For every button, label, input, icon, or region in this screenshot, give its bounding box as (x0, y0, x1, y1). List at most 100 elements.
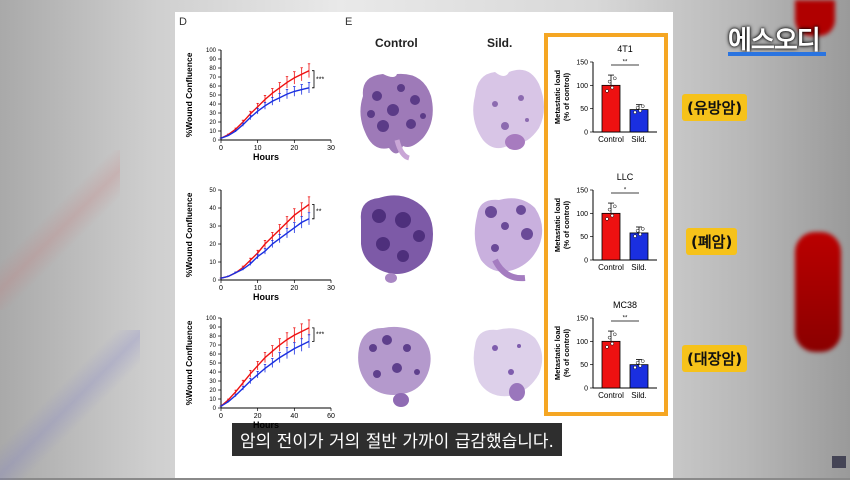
y-tick-label: 40 (209, 370, 216, 376)
y-tick-label: 0 (213, 278, 217, 284)
significance-bracket (312, 70, 315, 89)
y-tick-label: 0 (213, 406, 217, 412)
x-tick-label: 40 (290, 413, 298, 420)
x-tick-label: 10 (254, 145, 262, 152)
x-tick-label: 30 (327, 145, 335, 152)
chart-title: LLC (617, 172, 634, 182)
significance-label: ** (316, 209, 322, 216)
data-point (610, 341, 614, 346)
y-tick-label: 20 (209, 120, 216, 126)
x-axis-label: Hours (253, 292, 279, 302)
background-blur-left-top (0, 150, 120, 310)
column-header-sild: Sild. (487, 36, 513, 50)
data-point (638, 232, 642, 237)
y-tick-label: 10 (209, 397, 216, 403)
data-point (613, 204, 617, 209)
y-tick-label: 10 (209, 260, 216, 266)
background-red-shape-top (795, 0, 835, 36)
video-subtitle: 암의 전이가 거의 절반 가까이 급감했습니다. (232, 423, 562, 456)
label-colon-cancer: (대장암) (682, 345, 748, 372)
x-tick-label: 20 (290, 145, 298, 152)
y-tick-label: 20 (209, 242, 216, 248)
category-label: Control (598, 135, 624, 144)
data-point (638, 108, 642, 113)
bar (629, 109, 649, 133)
category-label: Sild. (631, 391, 647, 400)
y-tick-label: 30 (209, 111, 216, 117)
significance-bracket (312, 327, 315, 342)
data-point (633, 234, 637, 238)
background-blur-left-bottom (0, 330, 140, 480)
significance-label: *** (316, 332, 324, 339)
bar (601, 212, 621, 261)
y-tick-label: 50 (580, 234, 588, 241)
data-point (607, 335, 612, 340)
data-point (607, 207, 612, 212)
lung-section-sild-3 (473, 328, 543, 401)
x-axis-label: Hours (253, 152, 279, 162)
y-tick-label: 0 (213, 138, 217, 144)
y-tick-label: 50 (580, 362, 588, 369)
y-tick-label: 30 (209, 379, 216, 385)
lung-section-sild-1 (473, 69, 544, 150)
channel-logo: 에스오디 (728, 26, 821, 56)
y-tick-label: 150 (576, 188, 588, 195)
data-point (641, 104, 645, 108)
category-label: Control (598, 263, 624, 272)
y-tick-label: 10 (209, 129, 216, 135)
data-point (613, 76, 617, 81)
x-tick-label: 10 (254, 285, 262, 292)
lung-section-control-3 (358, 326, 431, 407)
y-tick-label: 100 (576, 211, 588, 218)
y-tick-label: 100 (206, 48, 217, 54)
y-axis-label: %Wound Confluence (184, 320, 194, 405)
significance-bracket (312, 204, 315, 220)
y-axis-label: Metastatic load (553, 69, 562, 124)
significance-label: *** (316, 76, 324, 83)
column-header-control: Control (375, 36, 418, 50)
data-point (633, 110, 637, 115)
data-point (605, 345, 609, 349)
channel-logo-underline (728, 52, 826, 56)
category-label: Control (598, 391, 624, 400)
panel-letter-d: D (179, 16, 187, 28)
label-breast-cancer: (유방암) (682, 94, 748, 121)
x-tick-label: 0 (219, 145, 223, 152)
corner-watermark-icon (832, 456, 846, 468)
y-tick-label: 0 (584, 130, 588, 137)
data-point (605, 217, 609, 221)
bar (601, 84, 621, 133)
y-tick-label: 150 (576, 316, 588, 323)
bar (629, 232, 649, 261)
lung-section-control-2 (360, 195, 433, 283)
label-lung-cancer: (폐암) (686, 228, 738, 255)
y-tick-label: 90 (209, 57, 216, 63)
category-label: Sild. (631, 135, 647, 144)
y-tick-label: 60 (209, 352, 216, 358)
y-tick-label: 0 (584, 386, 588, 393)
y-axis-label: (% of control) (562, 328, 571, 377)
y-tick-label: 60 (209, 84, 216, 90)
y-axis-label: Metastatic load (553, 325, 562, 380)
lung-section-control-1 (360, 73, 433, 161)
y-tick-label: 80 (209, 66, 216, 72)
y-tick-label: 100 (576, 83, 588, 90)
y-axis-label: Metastatic load (553, 197, 562, 252)
y-tick-label: 100 (576, 339, 588, 346)
x-tick-label: 60 (327, 413, 335, 420)
significance-label: * (624, 188, 627, 194)
background-red-shape-right (795, 232, 841, 352)
category-label: Sild. (631, 263, 647, 272)
data-point (638, 364, 642, 368)
y-tick-label: 50 (580, 106, 588, 113)
y-tick-label: 0 (584, 258, 588, 265)
y-tick-label: 90 (209, 325, 216, 331)
data-point (613, 332, 617, 337)
x-tick-label: 0 (219, 413, 223, 420)
x-tick-label: 20 (254, 413, 262, 420)
series-line (220, 340, 310, 407)
data-point (607, 79, 612, 84)
metastatic-load-chart-4t1: 4T1 0 50 100 150 Metastatic load (% of control… (553, 44, 657, 144)
bar (629, 364, 649, 389)
data-point (610, 85, 614, 90)
